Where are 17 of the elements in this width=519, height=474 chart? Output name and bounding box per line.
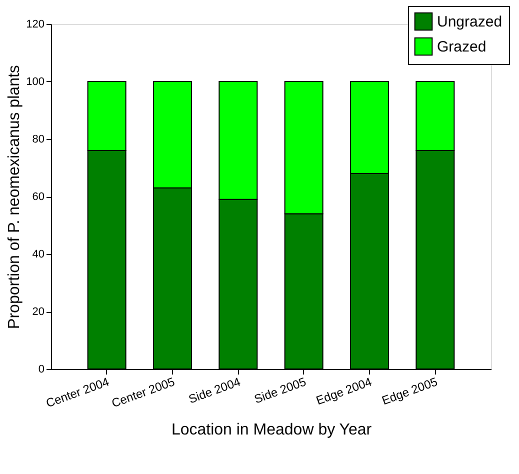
y-tick-label: 0 <box>38 364 44 376</box>
y-axis-title: Proportion of P. neomexicanus plants <box>6 65 24 329</box>
y-tick-label: 60 <box>32 191 44 203</box>
y-tick-label: 120 <box>26 18 44 30</box>
y-tick-label: 20 <box>32 306 44 318</box>
x-axis-title: Location in Meadow by Year <box>171 421 372 438</box>
y-tick-label: 80 <box>32 134 44 146</box>
x-tick-label: Center 2005 <box>110 374 177 410</box>
y-tick-label: 40 <box>32 248 44 260</box>
legend-label: Ungrazed <box>437 14 502 30</box>
x-tick-label: Center 2004 <box>44 374 112 410</box>
x-tick-label: Side 2004 <box>186 374 243 406</box>
x-tick-label: Side 2005 <box>252 374 308 406</box>
x-tick-label: Edge 2005 <box>380 374 440 408</box>
y-tick-label: 100 <box>26 76 44 88</box>
legend-label: Grazed <box>437 38 486 56</box>
x-tick-label: Edge 2004 <box>314 374 374 408</box>
